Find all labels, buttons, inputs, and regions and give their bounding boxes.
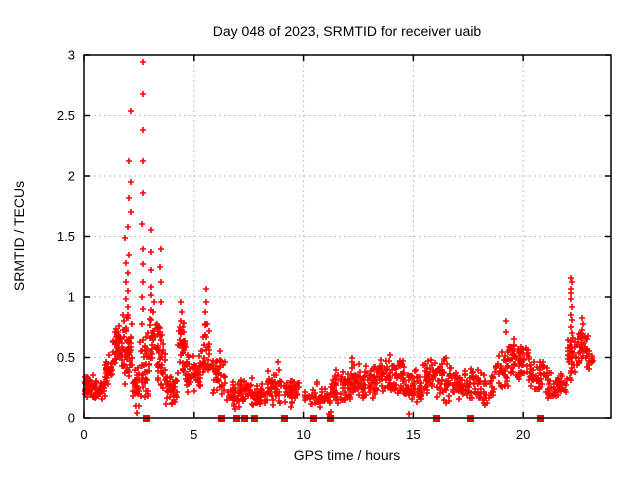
tick-labels: 0 5 10 15 20 0 0.5 1 1.5 2 2.5 3 (57, 48, 530, 443)
x-tick-label: 10 (296, 427, 310, 442)
x-tick-label: 20 (516, 427, 530, 442)
x-axis-label: GPS time / hours (294, 447, 401, 463)
x-tick-label: 0 (80, 427, 87, 442)
chart-title: Day 048 of 2023, SRMTID for receiver uai… (213, 23, 482, 39)
x-tick-label: 15 (406, 427, 420, 442)
y-tick-label: 1 (68, 290, 75, 305)
grid-lines (84, 55, 611, 418)
axis-ticks (83, 54, 611, 419)
zero-markers (143, 415, 544, 422)
y-tick-label: 0 (68, 411, 75, 426)
data-points (82, 59, 596, 417)
y-tick-label: 1.5 (57, 229, 75, 244)
y-tick-label: 3 (68, 48, 75, 63)
y-tick-label: 2.5 (57, 108, 75, 123)
y-tick-label: 2 (68, 169, 75, 184)
y-tick-label: 0.5 (57, 350, 75, 365)
x-tick-label: 5 (190, 427, 197, 442)
y-axis-label: SRMTID / TECUs (11, 181, 27, 291)
